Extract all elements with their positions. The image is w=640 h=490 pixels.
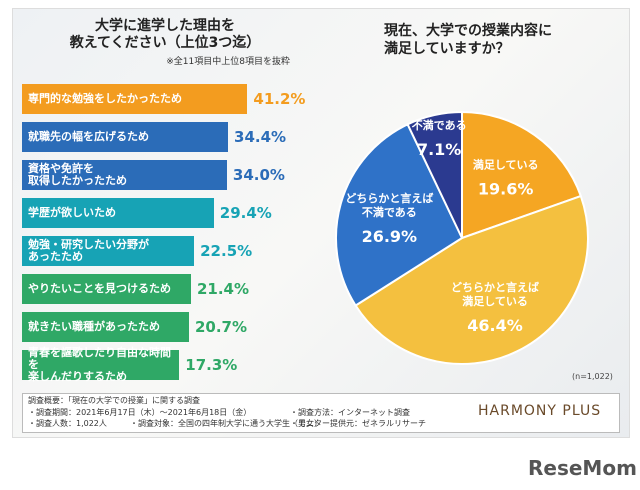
slice-label: どちらかと言えば満足している	[451, 280, 539, 308]
slice-label: 満足している	[473, 157, 539, 171]
pie-slice	[406, 110, 463, 239]
bar: 学歴が欲しいため	[22, 198, 214, 228]
bar-label: 勉強・研究したい分野が あったため	[28, 238, 149, 263]
value-label: 20.7%	[194, 318, 248, 336]
value-label: 34.4%	[234, 128, 287, 146]
footer-item: ・モニター提供元：ゼネラルリサーチ	[290, 419, 426, 428]
bar: 就職先の幅を広げるため	[22, 122, 229, 152]
bar-label: 就職先の幅を広げるため	[28, 130, 149, 143]
slice-value: 7.1%	[417, 140, 461, 159]
footer-item: ・調査対象：全国の四年制大学に通う大学生（男女）	[130, 419, 322, 428]
value-label: 21.4%	[196, 280, 250, 298]
sample-note: (n=1,022)	[572, 372, 613, 381]
bar-label: 資格や免許を 取得したかったため	[28, 162, 127, 187]
value-label: 29.4%	[219, 204, 272, 222]
bar: 勉強・研究したい分野が あったため	[22, 236, 195, 266]
pie-title: 現在、大学での授業内容に 満足していますか？	[384, 23, 552, 57]
bar-label: やりたいことを見つけるため	[28, 282, 171, 295]
slice-value: 46.4%	[467, 316, 523, 335]
value-label: 41.2%	[253, 90, 306, 108]
bar: 就きたい職種があったため	[22, 312, 189, 342]
value-label: 34.0%	[232, 166, 285, 184]
bar-label: 学歴が欲しいため	[28, 206, 116, 219]
bar-label: 就きたい職種があったため	[28, 320, 160, 333]
slice-value: 19.6%	[478, 179, 534, 198]
footer-item: ・調査方法：インターネット調査	[290, 408, 410, 417]
bar-label: 青春を謳歌したり自由な時間を 楽しんだりするため	[28, 346, 171, 383]
slice-label: 不満である	[412, 118, 467, 132]
pie-slice	[335, 122, 464, 307]
value-label: 17.3%	[185, 356, 238, 374]
footer-item: ・調査人数：1,022人	[28, 419, 107, 428]
bar: やりたいことを見つけるため	[22, 274, 191, 304]
slice-value: 26.9%	[362, 227, 418, 246]
watermark: ReseMom	[528, 456, 637, 480]
pie-slice	[354, 194, 589, 365]
bar: 青春を謳歌したり自由な時間を 楽しんだりするため	[22, 346, 180, 383]
logo: HARMONY PLUS	[478, 403, 602, 419]
footer-item: ・調査期間：2021年6月17日（木）〜2021年6月18日（金）	[28, 408, 252, 417]
bar-label: 専門的な勉強をしたかったため	[28, 92, 182, 105]
bar-subtitle: ※全11項目中上位8項目を抜粋	[166, 57, 290, 67]
footer-box	[22, 393, 620, 433]
bar-title: 大学に進学した理由を 教えてください（上位3つ迄）	[69, 18, 261, 51]
slice-label: どちらかと言えば不満である	[345, 191, 433, 219]
footer-heading: 調査概要：「現在の大学での授業」に関する調査	[28, 396, 200, 405]
bar: 専門的な勉強をしたかったため	[22, 84, 248, 114]
bar: 資格や免許を 取得したかったため	[22, 160, 227, 190]
value-label: 22.5%	[200, 242, 253, 260]
